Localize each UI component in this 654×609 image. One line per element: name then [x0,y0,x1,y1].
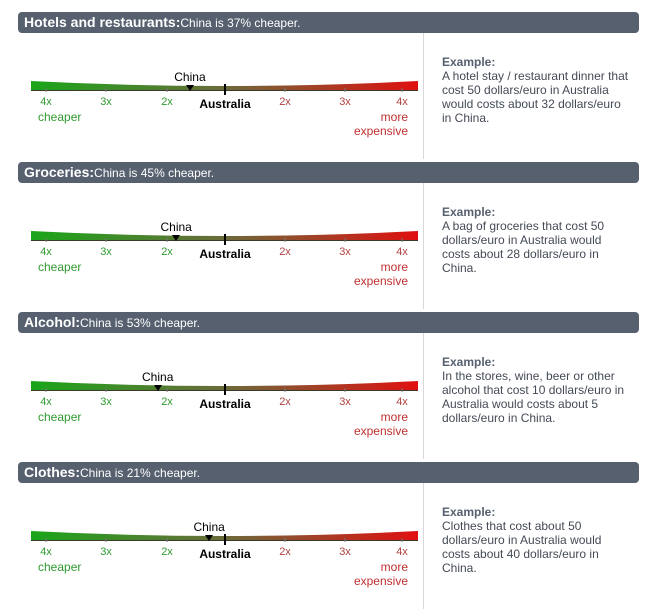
summary-text: China is 21% cheaper. [80,466,201,480]
section-header: Alcohol:China is 53% cheaper. [18,312,639,333]
tick-label-cheaper: 4x [40,96,52,108]
example-text: Clothes that cost about 50 dollars/euro … [442,519,602,575]
marker-arrow-icon [153,385,162,391]
section-header: Clothes:China is 21% cheaper. [18,462,639,483]
marker-arrow-icon [185,85,194,91]
example-title: Example: [442,205,496,219]
tick-label-cheaper: 2x [161,246,173,258]
tick-label-cheaper: 4x [40,396,52,408]
comparison-scale: 4x 3x 2x 2x 3x 4x Australia cheaper more expensiv… [28,333,423,450]
section-header: Hotels and restaurants:China is 37% chea… [18,12,639,33]
divider [423,483,424,609]
tick-label-expensive: 3x [339,96,351,108]
cheaper-label: cheaper [38,110,82,124]
category-title: Clothes: [24,464,80,480]
country-marker-label: China [142,370,174,384]
comparison-scale: 4x 3x 2x 2x 3x 4x Australia cheaper more expensiv… [28,183,423,300]
example-box: Example: Clothes that cost about 50 doll… [442,505,632,575]
scale-bar [31,231,418,245]
tick-label-cheaper: 3x [100,546,112,558]
tick-label-cheaper: 4x [40,246,52,258]
tick-label-expensive: 4x [396,546,408,558]
tick-label-expensive: 3x [339,246,351,258]
example-title: Example: [442,55,496,69]
baseline-country-label: Australia [199,97,251,111]
cheaper-label: cheaper [38,410,82,424]
category-title: Alcohol: [24,314,80,330]
tick-label-expensive: 4x [396,96,408,108]
marker-arrow-icon [205,535,214,541]
tick-label-cheaper: 2x [161,96,173,108]
baseline-country-label: Australia [199,247,251,261]
more-expensive-label: more expensive [353,260,408,288]
tick-label-cheaper: 2x [161,546,173,558]
category-title: Groceries: [24,164,95,180]
comparison-scale: 4x 3x 2x 2x 3x 4x Australia cheaper more expensiv… [28,33,423,150]
scale-bar [31,81,418,95]
more-expensive-label: more expensive [353,410,408,438]
summary-text: China is 53% cheaper. [80,316,201,330]
country-marker-label: China [160,220,192,234]
example-box: Example: A bag of groceries that cost 50… [442,205,632,275]
comparison-scale: 4x 3x 2x 2x 3x 4x Australia cheaper more expensiv… [28,483,423,600]
tick-label-expensive: 3x [339,396,351,408]
section-alcohol: Alcohol:China is 53% cheaper. 4x 3x 2x 2x 3x… [0,300,654,459]
scale-bar [31,531,418,545]
section-header: Groceries:China is 45% cheaper. [18,162,639,183]
section-groceries: Groceries:China is 45% cheaper. 4x 3x 2x 2x… [0,150,654,309]
cheaper-label: cheaper [38,260,82,274]
example-text: A bag of groceries that cost 50 dollars/… [442,219,605,275]
baseline-country-label: Australia [199,547,251,561]
section-clothes: Clothes:China is 21% cheaper. 4x 3x 2x 2x 3x… [0,450,654,609]
tick-label-expensive: 4x [396,396,408,408]
cheaper-label: cheaper [38,560,82,574]
example-title: Example: [442,355,496,369]
tick-label-expensive: 2x [279,246,291,258]
example-title: Example: [442,505,496,519]
scale-bar [31,381,418,395]
tick-label-expensive: 2x [279,96,291,108]
tick-label-expensive: 2x [279,546,291,558]
divider [423,33,424,159]
example-text: In the stores, wine, beer or other alcoh… [442,369,625,425]
divider [423,333,424,459]
tick-label-expensive: 2x [279,396,291,408]
country-marker-label: China [193,520,225,534]
category-title: Hotels and restaurants: [24,14,181,30]
baseline-country-label: Australia [199,397,251,411]
more-expensive-label: more expensive [353,560,408,588]
example-text: A hotel stay / restaurant dinner that co… [442,69,629,125]
tick-label-cheaper: 3x [100,96,112,108]
country-marker-label: China [174,70,206,84]
marker-arrow-icon [172,235,181,241]
tick-label-cheaper: 4x [40,546,52,558]
summary-text: China is 37% cheaper. [180,16,301,30]
tick-label-expensive: 4x [396,246,408,258]
example-box: Example: A hotel stay / restaurant dinne… [442,55,632,125]
section-hotels: Hotels and restaurants:China is 37% chea… [0,0,654,159]
tick-label-expensive: 3x [339,546,351,558]
tick-label-cheaper: 2x [161,396,173,408]
more-expensive-label: more expensive [353,110,408,138]
tick-label-cheaper: 3x [100,246,112,258]
divider [423,183,424,309]
tick-label-cheaper: 3x [100,396,112,408]
example-box: Example: In the stores, wine, beer or ot… [442,355,632,425]
summary-text: China is 45% cheaper. [94,166,215,180]
